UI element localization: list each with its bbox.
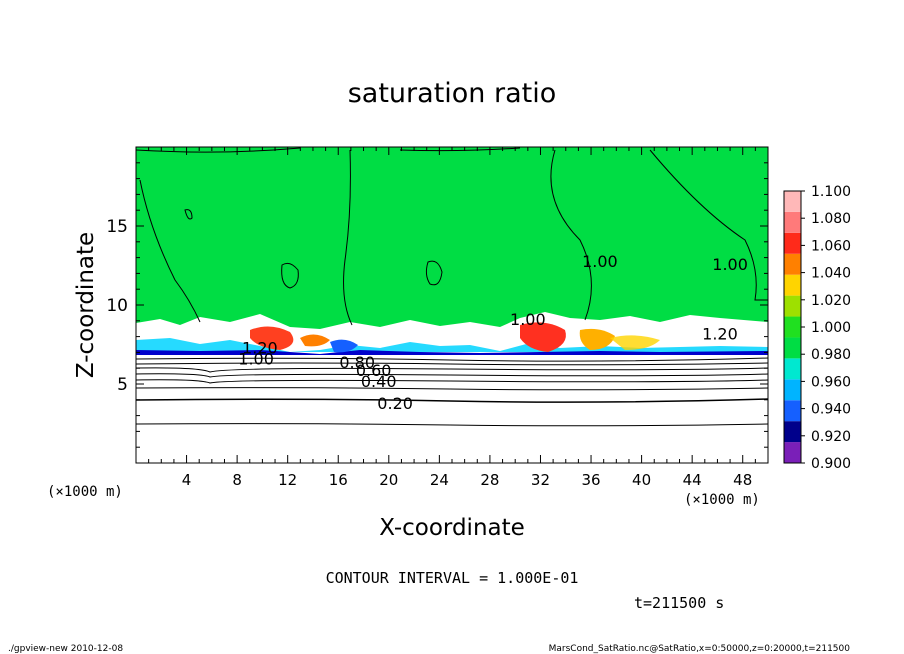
supersat-patch — [579, 328, 615, 350]
colorbar-swatch — [784, 358, 801, 380]
contour-label: 1.00 — [238, 350, 274, 369]
colorbar-swatch — [784, 400, 801, 422]
saturated-region — [136, 147, 768, 337]
colorbar-label: 1.000 — [811, 320, 851, 336]
boundary-blue-band — [136, 350, 768, 355]
colorbar-label: 0.900 — [811, 456, 851, 472]
contour-labels: 0.200.400.600.801.001.201.001.00 1.001.20 — [238, 252, 748, 413]
contour-label: 0.80 — [339, 353, 375, 372]
y-axis-ticks: 5 10 15 — [106, 162, 768, 448]
colorbar-label: 0.940 — [811, 402, 851, 418]
contour-label: 1.00 — [712, 255, 748, 274]
y-tick-label: 10 — [106, 296, 128, 316]
supersat-patch — [610, 335, 660, 350]
colorbar-label: 1.060 — [811, 238, 851, 254]
x-tick-label: 16 — [329, 471, 348, 489]
colorbar-label: 1.020 — [811, 293, 851, 309]
contour-label: 1.20 — [702, 324, 738, 343]
footer-left: ./gpview-new 2010-12-08 — [8, 644, 123, 654]
contour-label: 1.20 — [242, 339, 278, 358]
x-tick-label: 8 — [232, 471, 242, 489]
contour-line — [184, 209, 193, 220]
contour-line — [136, 357, 768, 362]
colorbar-swatch — [784, 316, 801, 338]
colorbar-swatch — [784, 442, 801, 463]
x-tick-label: 20 — [379, 471, 398, 489]
contour-line — [139, 179, 201, 323]
contour-line — [550, 149, 592, 321]
y-tick-label: 15 — [106, 217, 128, 237]
contour-line — [343, 149, 353, 326]
x-tick-label: 32 — [531, 471, 550, 489]
x-axis-label: X-coordinate — [379, 515, 525, 541]
footer-right: MarsCond_SatRatio.nc@SatRatio,x=0:50000,… — [549, 644, 851, 654]
y-axis-label: Z-coordinate — [73, 232, 99, 378]
contour-line — [136, 398, 768, 403]
y-axis-unit: (×1000 m) — [47, 484, 123, 500]
chart-title: saturation ratio — [348, 78, 557, 109]
colorbar-label: 1.040 — [811, 266, 851, 282]
contour-label: 0.60 — [356, 361, 392, 380]
plot-area — [136, 147, 768, 463]
x-tick-label: 12 — [278, 471, 297, 489]
colorbar-swatch — [784, 295, 801, 317]
contour-label: 1.00 — [510, 310, 546, 329]
cloud-base-band — [136, 312, 768, 463]
x-tick-label: 40 — [632, 471, 651, 489]
colorbar-swatch — [784, 253, 801, 275]
contour-label: 1.00 — [582, 252, 618, 271]
colorbar-swatch — [784, 337, 801, 359]
contour-line — [136, 379, 768, 384]
x-tick-label: 36 — [581, 471, 600, 489]
colorbar-swatch — [784, 379, 801, 401]
x-tick-label: 48 — [733, 471, 752, 489]
contour-line — [281, 262, 299, 289]
colorbar-swatch — [784, 232, 801, 254]
colorbar-label: 1.080 — [811, 211, 851, 227]
x-tick-label: 24 — [430, 471, 449, 489]
contour-label: 0.40 — [361, 372, 397, 391]
y-tick-label: 5 — [117, 375, 128, 395]
contour-interval: CONTOUR INTERVAL = 1.000E-01 — [326, 569, 579, 587]
colorbar-label: 0.980 — [811, 347, 851, 363]
contour-line — [136, 362, 768, 366]
contour-line — [399, 147, 521, 152]
contour-lines — [136, 147, 768, 427]
x-tick-label: 44 — [683, 471, 702, 489]
contour-label: 0.20 — [377, 394, 413, 413]
colorbar-swatch — [784, 274, 801, 296]
x-tick-label: 28 — [480, 471, 499, 489]
contour-line — [136, 387, 768, 391]
colorbar-label: 1.100 — [811, 184, 851, 200]
supersat-patch — [520, 322, 566, 352]
boundary-color-band — [136, 338, 768, 352]
colorbar-swatch — [784, 421, 801, 443]
contour-line — [136, 147, 301, 153]
contour-line — [136, 373, 768, 378]
colorbar-swatch — [784, 191, 801, 212]
colorbar-label: 0.920 — [811, 429, 851, 445]
supersat-patch — [250, 326, 294, 350]
time-label: t=211500 s — [634, 594, 724, 612]
colorbar-label: 0.960 — [811, 374, 851, 390]
supersat-patch — [330, 339, 358, 353]
contour-line — [136, 367, 768, 373]
x-tick-label: 4 — [182, 471, 192, 489]
contour-line — [649, 149, 768, 301]
colorbar: 0.900 0.920 0.940 0.960 0.980 1.000 1.020 1.040… — [783, 184, 851, 472]
contour-line — [425, 260, 443, 286]
colorbar-swatch — [784, 211, 801, 233]
contour-line — [136, 423, 768, 427]
x-axis-ticks: 4 8 12 16 20 24 28 32 36 40 44 48 — [148, 147, 756, 489]
supersat-patch — [300, 334, 330, 347]
x-axis-unit: (×1000 m) — [684, 492, 760, 508]
